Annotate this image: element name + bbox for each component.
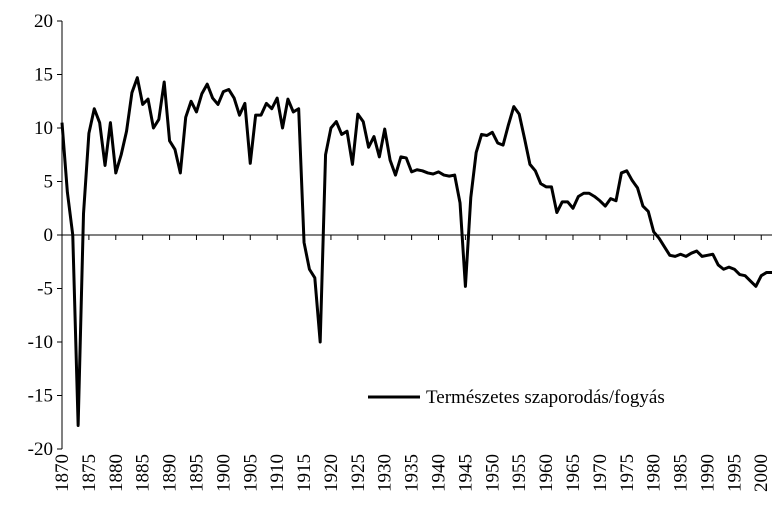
x-tick-label: 1870 xyxy=(52,454,73,492)
y-tick-label: 15 xyxy=(34,65,53,86)
x-tick-label: 1970 xyxy=(590,454,611,492)
x-tick-label: 1880 xyxy=(106,454,127,492)
x-tick-label: 1955 xyxy=(509,454,530,492)
x-tick-label: 1895 xyxy=(186,454,207,492)
x-tick-label: 1925 xyxy=(348,454,369,492)
x-tick-label: 1915 xyxy=(294,454,315,492)
y-tick-label: -10 xyxy=(28,332,53,353)
y-tick-label: -15 xyxy=(28,386,53,407)
line-series xyxy=(60,76,772,427)
x-tick-label: 2000 xyxy=(751,454,772,492)
x-tick-label: 1990 xyxy=(697,454,718,492)
y-tick-label: 5 xyxy=(44,172,54,193)
x-tick-label: 1910 xyxy=(267,454,288,492)
x-tick-label: 1940 xyxy=(429,454,450,492)
y-tick-label: 10 xyxy=(34,118,53,139)
x-tick-label: 1975 xyxy=(617,454,638,492)
x-tick-label: 1985 xyxy=(671,454,692,492)
x-tick-label: 1935 xyxy=(402,454,423,492)
x-tick-label: 1980 xyxy=(644,454,665,492)
y-tick-label: -20 xyxy=(28,439,53,460)
x-tick-label: 1885 xyxy=(133,454,154,492)
x-tick-label: 1950 xyxy=(482,454,503,492)
y-tick-label: 20 xyxy=(34,11,53,32)
x-tick-label: 1890 xyxy=(160,454,181,492)
y-tick-label: 0 xyxy=(44,225,54,246)
x-tick-label: 1930 xyxy=(375,454,396,492)
x-tick-label: 1995 xyxy=(724,454,745,492)
x-tick-label: 1965 xyxy=(563,454,584,492)
legend-label: Természetes szaporodás/fogyás xyxy=(426,387,665,408)
x-tick-label: 1900 xyxy=(213,454,234,492)
x-tick-label: 1875 xyxy=(79,454,100,492)
x-tick-label: 1905 xyxy=(240,454,261,492)
x-tick-label: 1960 xyxy=(536,454,557,492)
x-tick-label: 1945 xyxy=(455,454,476,492)
y-tick-label: -5 xyxy=(37,279,53,300)
x-tick-label: 1920 xyxy=(321,454,342,492)
